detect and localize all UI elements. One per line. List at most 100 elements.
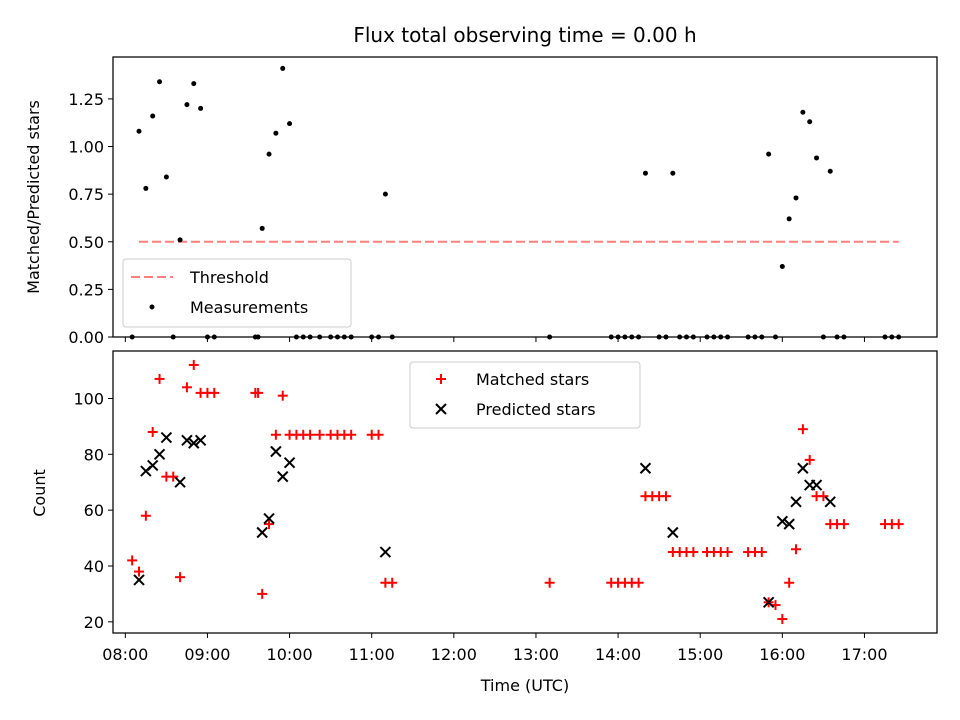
predicted-star-point — [810, 479, 823, 491]
matched-star-point — [154, 373, 165, 384]
predicted-star-point — [283, 456, 296, 469]
cross-stroke — [776, 515, 789, 528]
measurement-point — [177, 237, 183, 243]
matched-star-point — [175, 572, 186, 583]
measurement-point — [150, 113, 156, 119]
predicted-star-point — [762, 596, 775, 608]
cross-stroke — [797, 462, 809, 474]
cross-stroke — [194, 434, 207, 447]
bottom-y-tick-label: 20 — [84, 613, 104, 632]
cross-stroke — [181, 434, 193, 447]
top-y-axis-title: Matched/Predicted stars — [24, 100, 43, 294]
cross-stroke — [762, 596, 775, 608]
legend-matched-marker — [436, 374, 446, 384]
bottom-y-axis: 20 40 60 80 100 — [73, 389, 113, 632]
measurement-point — [280, 65, 286, 71]
matched-star-point — [804, 454, 815, 465]
matched-star-point — [147, 426, 158, 437]
top-panel: 0.00 0.25 0.50 0.75 1.00 1.25 Matched/Predict… — [24, 56, 938, 347]
measurement-point — [800, 109, 806, 115]
measurement-point — [184, 102, 190, 108]
predicted-star-point — [188, 437, 200, 449]
cross-stroke — [810, 479, 823, 491]
matched-star-point — [264, 519, 275, 530]
predicted-star-point — [263, 512, 275, 525]
legend-predicted-swatch — [435, 403, 447, 415]
predicted-star-point — [277, 470, 289, 483]
matched-star-point — [209, 387, 220, 398]
predicted-star-point — [153, 448, 166, 461]
matched-star-point — [134, 566, 145, 577]
matched-star-point — [181, 382, 192, 393]
top-y-tick-label: 0.50 — [68, 233, 104, 252]
top-y-tick-label: 0.75 — [68, 185, 104, 204]
predicted-star-point — [783, 518, 795, 530]
matched-star-point — [818, 491, 829, 502]
measurement-point — [786, 216, 792, 222]
measurement-point — [287, 121, 293, 127]
cross-stroke — [153, 448, 166, 461]
chart-title: Flux total observing time = 0.00 h — [353, 23, 696, 47]
measurement-point — [814, 155, 820, 161]
predicted-star-point — [270, 445, 282, 458]
predicted-star-point — [174, 476, 186, 488]
measurement-point — [266, 151, 272, 157]
cross-stroke — [188, 437, 200, 449]
bottom-y-tick-label: 80 — [84, 445, 104, 464]
matched-star-point — [893, 519, 904, 530]
cross-stroke — [379, 546, 392, 558]
measurement-point — [191, 81, 197, 87]
predicted-star-point — [776, 515, 789, 528]
bottom-x-tick-label: 12:00 — [431, 645, 477, 664]
predicted-star-point — [146, 459, 159, 472]
top-legend: Threshold Measurements — [122, 258, 352, 328]
matched-star-point — [257, 588, 268, 599]
bottom-x-tick-label: 10:00 — [267, 645, 313, 664]
matched-star-point — [140, 510, 151, 521]
cross-stroke — [263, 512, 275, 525]
bottom-marks — [127, 359, 904, 625]
matched-star-point — [784, 577, 795, 588]
matched-star-point — [314, 429, 325, 440]
cross-stroke — [667, 526, 679, 539]
measurement-point — [198, 105, 204, 111]
bottom-y-tick-label: 100 — [73, 389, 104, 408]
legend-threshold-label: Threshold — [189, 268, 269, 287]
bottom-panel: 20 40 60 80 100 08:00 09:00 10:00 11:00 12:00 13:… — [30, 350, 938, 695]
matched-star-point — [188, 359, 199, 370]
matched-star-point — [387, 577, 398, 588]
predicted-star-point — [667, 526, 679, 539]
measurement-point — [779, 264, 785, 270]
matched-star-point — [277, 390, 288, 401]
cross-stroke — [783, 518, 795, 530]
predicted-star-point — [133, 574, 145, 586]
matched-star-point — [633, 577, 644, 588]
bottom-x-tick-label: 08:00 — [102, 645, 148, 664]
top-y-tick-label: 1.00 — [68, 138, 104, 157]
measurement-point — [766, 151, 772, 157]
matched-star-point — [270, 429, 281, 440]
predicted-star-point — [194, 434, 207, 447]
bottom-plot-frame — [112, 350, 938, 634]
bottom-x-axis: 08:00 09:00 10:00 11:00 12:00 13:00 14:00 15:00… — [102, 633, 888, 664]
legend-predicted-marker — [435, 403, 447, 415]
predicted-star-point — [824, 496, 836, 508]
cross-stroke — [146, 459, 159, 472]
cross-stroke — [256, 526, 268, 539]
bottom-legend-box — [409, 361, 641, 429]
bottom-y-axis-title: Count — [30, 469, 49, 517]
measurement-point — [163, 174, 169, 180]
measurement-point — [827, 168, 833, 174]
top-y-tick-label: 0.25 — [68, 280, 104, 299]
bottom-x-tick-label: 15:00 — [677, 645, 723, 664]
matched-star-point — [791, 544, 802, 555]
predicted-star-point — [256, 526, 268, 539]
measurement-point — [642, 170, 648, 176]
cross-stroke — [270, 445, 282, 458]
bottom-y-tick-label: 40 — [84, 557, 104, 576]
measurement-point — [273, 130, 279, 136]
top-y-axis: 0.00 0.25 0.50 0.75 1.00 1.25 — [68, 90, 113, 347]
cross-stroke — [824, 496, 836, 508]
